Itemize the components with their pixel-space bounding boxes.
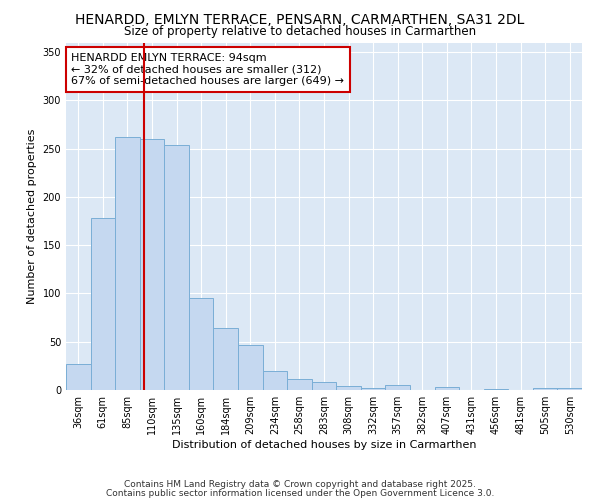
Bar (385, 385, 410, 390)
Bar (557, 388, 582, 390)
Y-axis label: Number of detached properties: Number of detached properties (27, 128, 37, 304)
Bar (484, 389, 508, 390)
Text: HENARDD, EMLYN TERRACE, PENSARN, CARMARTHEN, SA31 2DL: HENARDD, EMLYN TERRACE, PENSARN, CARMART… (76, 12, 524, 26)
Bar (263, 370, 287, 390)
Bar (164, 145, 189, 390)
Bar (66, 364, 91, 390)
Bar (533, 388, 557, 390)
Bar (214, 328, 238, 390)
Bar (140, 139, 164, 390)
Bar (312, 382, 336, 390)
Bar (336, 386, 361, 390)
Bar (361, 388, 385, 390)
Bar (238, 344, 263, 390)
Text: Contains public sector information licensed under the Open Government Licence 3.: Contains public sector information licen… (106, 488, 494, 498)
Bar (115, 137, 140, 390)
Bar (434, 387, 459, 390)
X-axis label: Distribution of detached houses by size in Carmarthen: Distribution of detached houses by size … (172, 440, 476, 450)
Bar (189, 298, 214, 390)
Bar (91, 218, 115, 390)
Text: Contains HM Land Registry data © Crown copyright and database right 2025.: Contains HM Land Registry data © Crown c… (124, 480, 476, 489)
Text: HENARDD EMLYN TERRACE: 94sqm
← 32% of detached houses are smaller (312)
67% of s: HENARDD EMLYN TERRACE: 94sqm ← 32% of de… (71, 53, 344, 86)
Text: Size of property relative to detached houses in Carmarthen: Size of property relative to detached ho… (124, 25, 476, 38)
Bar (287, 380, 312, 390)
